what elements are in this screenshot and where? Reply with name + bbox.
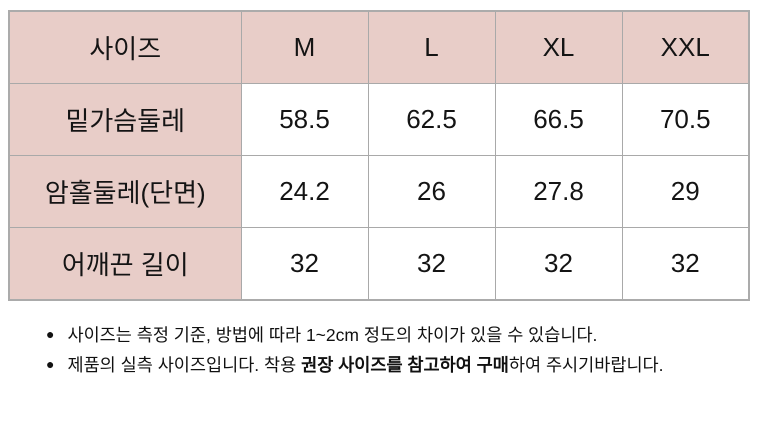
note-text-bold: 권장 사이즈를 참고하여 구매: [301, 354, 509, 375]
bullet-icon: ●: [46, 356, 55, 372]
value-underbust-l: 62.5: [367, 83, 496, 156]
value-underbust-m: 58.5: [240, 83, 369, 156]
size-chart-table: 사이즈 M L XL XXL 밑가슴둘레 58.5 62.5 66.5 70.5…: [8, 10, 750, 301]
value-armhole-l: 26: [367, 155, 496, 228]
note-text-prefix: 제품의 실측 사이즈입니다. 착용: [67, 354, 302, 375]
value-strap-m: 32: [240, 227, 369, 301]
value-strap-xxl: 32: [621, 227, 750, 301]
row-header-armhole: 암홀둘레(단면): [8, 155, 242, 228]
table-row-strap: 어깨끈 길이 32 32 32 32: [8, 227, 750, 301]
column-header-xl: XL: [494, 10, 623, 84]
column-header-size: 사이즈: [8, 10, 242, 84]
row-header-strap: 어깨끈 길이: [8, 227, 242, 301]
note-text: 제품의 실측 사이즈입니다. 착용 권장 사이즈를 참고하여 구매하여 주시기바…: [67, 352, 663, 377]
note-text-suffix: 하여 주시기바랍니다.: [508, 354, 664, 375]
column-header-xxl: XXL: [621, 10, 750, 84]
value-strap-l: 32: [367, 227, 496, 301]
note-item-measurement-tolerance: ● 사이즈는 측정 기준, 방법에 따라 1~2cm 정도의 차이가 있을 수 …: [46, 319, 746, 349]
table-row-underbust: 밑가슴둘레 58.5 62.5 66.5 70.5: [8, 83, 750, 156]
column-header-m: M: [240, 10, 369, 84]
note-text-prefix: 사이즈는 측정 기준, 방법에 따라 1~2cm 정도의 차이가 있을 수 있습…: [67, 324, 598, 345]
value-armhole-xl: 27.8: [494, 155, 623, 228]
note-item-recommended-size: ● 제품의 실측 사이즈입니다. 착용 권장 사이즈를 참고하여 구매하여 주시…: [46, 349, 746, 379]
header-row: 사이즈 M L XL XXL: [8, 10, 750, 84]
bullet-icon: ●: [46, 326, 55, 342]
value-armhole-xxl: 29: [621, 155, 750, 228]
value-armhole-m: 24.2: [240, 155, 369, 228]
footer-notes: ● 사이즈는 측정 기준, 방법에 따라 1~2cm 정도의 차이가 있을 수 …: [46, 319, 746, 379]
value-underbust-xxl: 70.5: [621, 83, 750, 156]
value-strap-xl: 32: [494, 227, 623, 301]
note-text: 사이즈는 측정 기준, 방법에 따라 1~2cm 정도의 차이가 있을 수 있습…: [67, 322, 597, 347]
column-header-l: L: [367, 10, 496, 84]
value-underbust-xl: 66.5: [494, 83, 623, 156]
row-header-underbust: 밑가슴둘레: [8, 83, 242, 156]
table-row-armhole: 암홀둘레(단면) 24.2 26 27.8 29: [8, 155, 750, 228]
